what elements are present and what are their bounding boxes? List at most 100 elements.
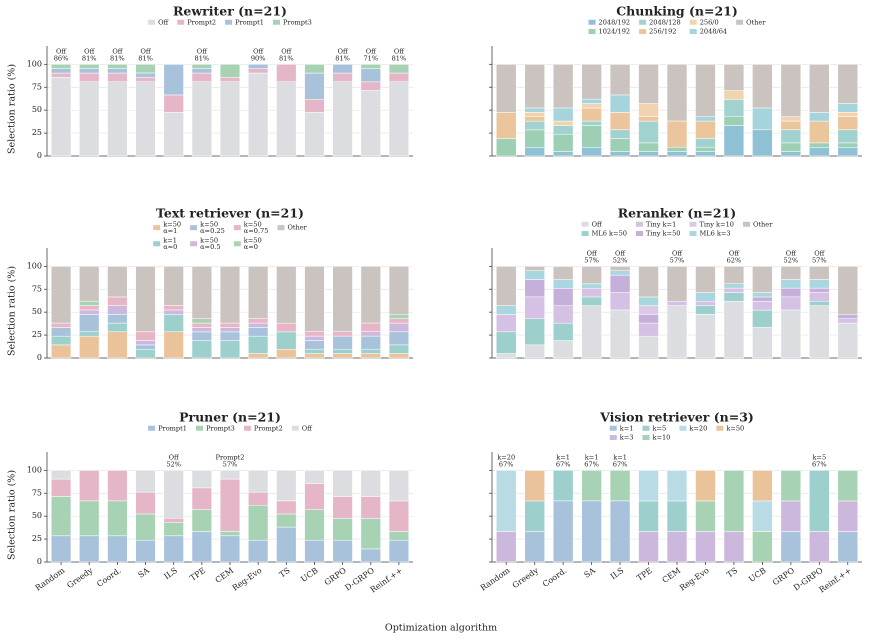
bar-segment xyxy=(581,120,602,126)
bar-segment xyxy=(219,77,241,82)
bar-segment xyxy=(552,322,574,341)
bar-segment xyxy=(552,305,574,324)
y-tick-label: 0 xyxy=(37,151,42,160)
x-tick-label: Reg-Evo xyxy=(678,566,711,593)
bar-segment xyxy=(752,292,773,298)
legend-swatch xyxy=(153,241,161,247)
bar-segment xyxy=(332,470,353,497)
bar-segment xyxy=(638,296,659,306)
bar-segment xyxy=(276,526,297,563)
x-tick-label: UCB xyxy=(299,566,320,584)
bar-segment xyxy=(752,309,773,328)
bar-segment xyxy=(388,64,410,74)
legend-swatch xyxy=(679,425,687,431)
bar-segment xyxy=(581,125,602,148)
bar-segment xyxy=(638,470,659,502)
legend-label: k=50 xyxy=(726,424,744,432)
bar-segment xyxy=(581,500,602,563)
legend-swatch xyxy=(736,19,744,25)
legend-label: Tiny k=1 xyxy=(646,220,676,228)
annotation: 57% xyxy=(223,460,238,468)
y-tick-label: 25 xyxy=(32,128,42,137)
legend-swatch xyxy=(177,19,185,25)
bar-segment xyxy=(552,120,574,126)
bar-segment xyxy=(752,296,773,302)
bar-segment xyxy=(248,266,269,319)
bar-segment xyxy=(666,305,688,359)
bar-segment xyxy=(191,68,212,74)
bar-segment xyxy=(50,72,72,78)
bar-segment xyxy=(552,133,574,152)
bar-segment xyxy=(496,470,517,532)
bar-segment xyxy=(752,470,773,502)
chart-title: Rewriter (n=21) xyxy=(173,4,287,19)
annotation: 81% xyxy=(110,54,125,62)
bar-segment xyxy=(332,518,353,541)
bar-segment xyxy=(609,138,631,152)
bar-segment xyxy=(695,151,716,157)
bar-segment xyxy=(524,500,545,532)
bar-segment xyxy=(388,81,410,157)
annotation: Off xyxy=(197,47,208,55)
bar-segment xyxy=(638,266,659,298)
annotation: 81% xyxy=(195,54,210,62)
bar-segment xyxy=(163,309,184,315)
bar-segment xyxy=(752,266,773,293)
legend-swatch xyxy=(272,19,280,25)
legend-label: Prompt3 xyxy=(206,424,235,432)
legend-swatch xyxy=(689,29,697,35)
y-tick-label: 50 xyxy=(32,307,42,316)
bar-segment xyxy=(163,535,184,563)
bar-segment xyxy=(360,265,381,324)
legend-swatch xyxy=(609,425,617,431)
bar-segment xyxy=(388,322,410,333)
bar-segment xyxy=(332,331,353,337)
bar-segment xyxy=(837,265,858,315)
bar-segment xyxy=(609,500,631,563)
y-tick-label: 50 xyxy=(32,105,42,114)
bar-segment xyxy=(107,331,128,359)
legend-label: k=50 α=0.75 xyxy=(244,220,269,235)
bar-segment xyxy=(360,331,381,337)
bar-segment xyxy=(304,331,325,337)
bar-segment xyxy=(79,470,100,502)
y-tick-label: 75 xyxy=(32,284,42,293)
bar-segment xyxy=(609,151,631,157)
bar-segment xyxy=(695,470,716,502)
legend-label: Tiny k=10 xyxy=(699,220,734,228)
chart-title: Vision retriever (n=3) xyxy=(599,410,754,425)
legend-label: Prompt2 xyxy=(254,424,283,432)
bar-segment xyxy=(50,496,72,537)
legend-label: 1024/192 xyxy=(599,28,631,36)
y-tick-label: 50 xyxy=(32,511,42,520)
annotation: 67% xyxy=(812,460,827,468)
bar-segment xyxy=(332,539,353,563)
bar-segment xyxy=(638,103,659,117)
bar-segment xyxy=(191,322,212,328)
bar-segment xyxy=(107,63,128,69)
bar-segment xyxy=(107,68,128,74)
bar-segment xyxy=(219,331,241,341)
bar-segment xyxy=(79,68,100,74)
bar-segment xyxy=(695,500,716,532)
bar-segment xyxy=(552,470,574,502)
bar-segment xyxy=(304,265,325,332)
bar-segment xyxy=(219,322,241,328)
legend-label: Other xyxy=(753,220,773,228)
bar-segment xyxy=(524,107,545,113)
bar-segment xyxy=(809,147,830,157)
legend-swatch xyxy=(588,19,596,25)
legend-swatch xyxy=(581,221,589,227)
legend-swatch xyxy=(639,19,647,25)
annotation: Off xyxy=(253,47,264,55)
bar-segment xyxy=(809,531,830,563)
x-tick-label: Greedy xyxy=(65,566,95,590)
bar-segment xyxy=(50,327,72,337)
bar-segment xyxy=(79,265,100,302)
bar-segment xyxy=(524,470,545,502)
legend-label: Other xyxy=(746,18,766,26)
y-tick-label: 75 xyxy=(32,82,42,91)
legend-swatch xyxy=(190,225,198,231)
bar-segment xyxy=(304,470,325,484)
bar-segment xyxy=(135,331,156,341)
